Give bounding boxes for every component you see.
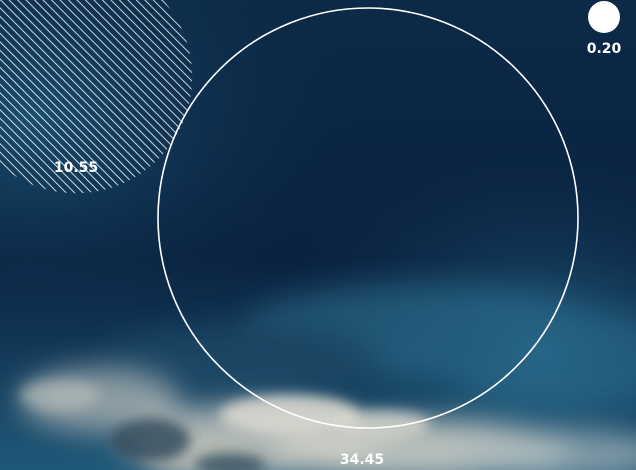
bubble-label-2: 34.45 <box>340 452 384 468</box>
bubble-label-3: 0.20 <box>587 41 622 57</box>
bubble-label-1: 10.55 <box>54 160 98 176</box>
bubble-2 <box>157 7 579 429</box>
bubbles: 10.55 34.45 0.20 <box>0 0 622 468</box>
bubble-1 <box>0 0 193 194</box>
bubble-3 <box>587 0 621 34</box>
